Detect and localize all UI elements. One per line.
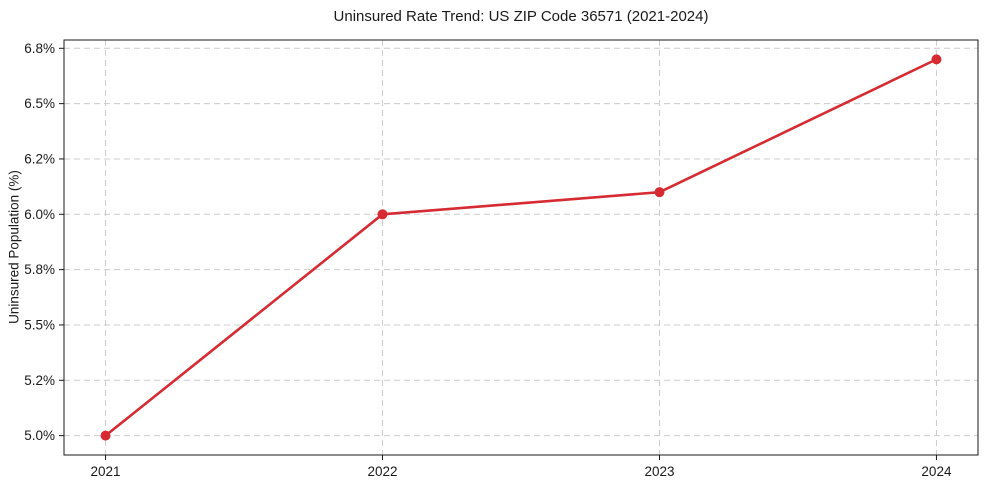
y-tick-label: 6.8% <box>24 41 55 56</box>
data-point-marker <box>100 430 111 441</box>
x-tick-label: 2023 <box>644 464 674 479</box>
y-tick-label: 6.0% <box>24 207 55 222</box>
y-tick-label: 5.2% <box>24 373 55 388</box>
plot-area <box>63 39 979 456</box>
data-point-marker <box>931 54 942 65</box>
y-tick-label: 5.0% <box>24 428 55 443</box>
y-tick-label: 5.8% <box>24 262 55 277</box>
data-point-marker <box>654 187 665 198</box>
x-tick-label: 2022 <box>367 464 397 479</box>
y-tick-label: 5.5% <box>24 317 55 332</box>
y-tick-label: 6.2% <box>24 151 55 166</box>
data-point-marker <box>377 209 388 220</box>
y-tick-label: 6.5% <box>24 96 55 111</box>
x-tick-label: 2021 <box>91 464 121 479</box>
chart-title: Uninsured Rate Trend: US ZIP Code 36571 … <box>333 8 709 25</box>
trend-line <box>104 58 938 437</box>
x-tick-label: 2024 <box>921 464 952 479</box>
